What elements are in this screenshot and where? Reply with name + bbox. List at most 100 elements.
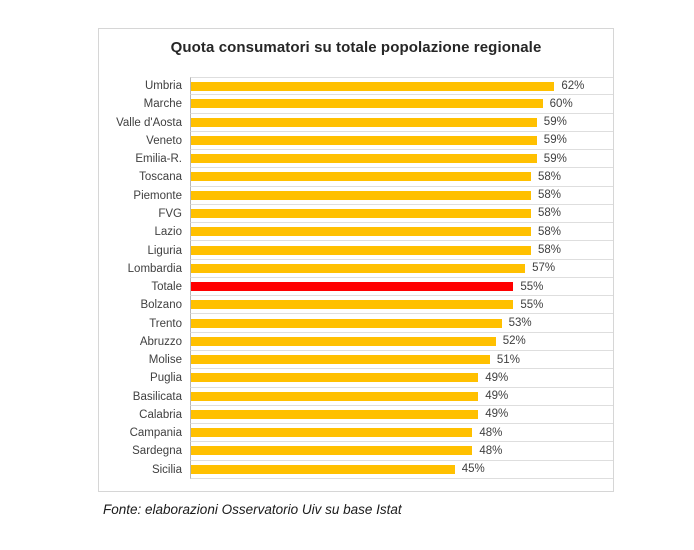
chart-row: Toscana 58% [99, 168, 613, 187]
value-label: 48% [479, 426, 503, 439]
value-label: 58% [537, 244, 561, 257]
chart-row: Abruzzo 52% [99, 332, 613, 351]
bar-cell: 48% [190, 424, 613, 443]
bar [191, 373, 479, 383]
category-label: Umbria [144, 80, 182, 93]
bar-cell: 58% [190, 204, 613, 224]
bar-cell: 58% [190, 223, 613, 242]
bar [191, 318, 502, 328]
bar [191, 135, 537, 145]
value-label: 49% [485, 408, 509, 421]
bar-chart: Quota consumatori su totale popolazione … [98, 28, 614, 492]
bar-cell: 51% [190, 350, 613, 370]
category-label: FVG [158, 207, 182, 220]
value-label: 59% [543, 152, 567, 165]
value-label: 58% [537, 225, 561, 238]
value-label: 60% [549, 97, 573, 110]
category-label: Molise [148, 354, 182, 367]
value-label: 57% [532, 262, 556, 275]
chart-row: Molise 51% [99, 350, 613, 370]
bar [191, 117, 537, 127]
bar [191, 300, 514, 310]
category-label: Bolzano [140, 299, 182, 312]
value-label: 55% [520, 298, 544, 311]
value-label: 58% [537, 189, 561, 202]
bar-cell: 53% [190, 314, 613, 333]
chart-row: Puglia 49% [99, 369, 613, 388]
bar-cell: 45% [190, 460, 613, 479]
chart-row: Basilicata 49% [99, 387, 613, 406]
bar [191, 227, 531, 237]
source-note: Fonte: elaborazioni Osservatorio Uiv su … [103, 502, 402, 517]
bar [191, 464, 455, 474]
bar [191, 190, 531, 200]
category-label: Liguria [147, 244, 182, 257]
chart-row: Lazio 58% [99, 223, 613, 242]
bar [191, 172, 531, 182]
value-label: 59% [543, 134, 567, 147]
chart-row: Emilia-R. 59% [99, 150, 613, 169]
bar-cell: 58% [190, 241, 613, 260]
bar-cell: 58% [190, 168, 613, 187]
chart-row: Trento 53% [99, 314, 613, 333]
value-label: 52% [502, 335, 526, 348]
category-label: Toscana [139, 171, 182, 184]
category-label: Veneto [146, 134, 182, 147]
value-label: 58% [537, 170, 561, 183]
bar [191, 208, 531, 218]
bar [191, 428, 473, 438]
bar-cell: 48% [190, 442, 613, 461]
bar [191, 355, 490, 365]
bar-cell: 49% [190, 405, 613, 425]
value-label: 51% [496, 353, 520, 366]
value-label: 62% [561, 80, 585, 93]
chart-row: Totale 55% [99, 277, 613, 297]
bar-cell: 59% [190, 131, 613, 151]
chart-row: Piemonte 58% [99, 186, 613, 205]
bar [191, 282, 514, 292]
category-label: Piemonte [133, 189, 182, 202]
value-label: 49% [485, 390, 509, 403]
bar-cell: 57% [190, 259, 613, 278]
category-label: Trento [149, 317, 182, 330]
category-label: Basilicata [132, 390, 182, 403]
category-label: Abruzzo [139, 335, 182, 348]
bar [191, 99, 543, 109]
category-label: Sicilia [151, 463, 182, 476]
chart-row: Lombardia 57% [99, 259, 613, 278]
bar-cell: 62% [190, 77, 613, 96]
bar-cell: 55% [190, 277, 613, 297]
bar-cell: 58% [190, 186, 613, 205]
category-label: Lazio [154, 226, 183, 239]
bar [191, 391, 479, 401]
bar [191, 446, 473, 456]
chart-row: Marche 60% [99, 95, 613, 114]
chart-title: Quota consumatori su totale popolazione … [170, 39, 542, 56]
chart-row: Calabria 49% [99, 405, 613, 425]
bar [191, 263, 526, 273]
category-label: Valle d'Aosta [116, 116, 182, 129]
chart-row: Sicilia 45% [99, 460, 613, 479]
value-label: 45% [461, 463, 485, 476]
bar-cell: 55% [190, 296, 613, 315]
chart-row: Campania 48% [99, 424, 613, 443]
category-label: Calabria [139, 408, 182, 421]
bar [191, 154, 537, 164]
chart-row: Valle d'Aosta 59% [99, 113, 613, 132]
chart-row: FVG 58% [99, 204, 613, 224]
bar [191, 245, 531, 255]
chart-row: Liguria 58% [99, 241, 613, 260]
category-label: Lombardia [127, 262, 182, 275]
chart-row: Sardegna 48% [99, 442, 613, 461]
value-label: 49% [485, 371, 509, 384]
chart-row: Umbria 62% [99, 77, 613, 96]
bar-cell: 52% [190, 332, 613, 351]
category-label: Emilia-R. [135, 153, 182, 166]
bar [191, 81, 555, 91]
value-label: 48% [479, 444, 503, 457]
value-label: 55% [520, 280, 544, 293]
category-label: Marche [143, 98, 182, 111]
value-label: 58% [537, 207, 561, 220]
category-label: Campania [129, 427, 182, 440]
chart-rows: Umbria 62% Marche 60% Valle d'Aosta 59% … [99, 77, 613, 479]
